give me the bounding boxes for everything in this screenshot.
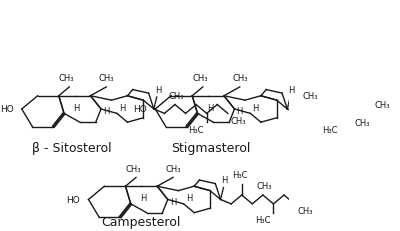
Text: CH₃: CH₃ <box>256 182 272 191</box>
Text: β - Sitosterol: β - Sitosterol <box>32 141 112 154</box>
Text: CH₃: CH₃ <box>230 116 246 125</box>
Text: H₃C: H₃C <box>232 170 248 179</box>
Text: CH₃: CH₃ <box>98 74 114 83</box>
Text: H₃C: H₃C <box>322 125 337 134</box>
Text: CH₃: CH₃ <box>126 164 141 173</box>
Text: HO: HO <box>0 105 14 114</box>
Text: HO: HO <box>133 105 147 114</box>
Text: HO: HO <box>66 195 80 204</box>
Text: CH₃: CH₃ <box>375 101 390 109</box>
Text: H₃C: H₃C <box>188 125 204 134</box>
Text: H: H <box>74 103 80 112</box>
Text: H: H <box>103 107 110 116</box>
Text: CH₃: CH₃ <box>169 91 184 100</box>
Text: H: H <box>222 176 228 185</box>
Text: Campesterol: Campesterol <box>102 215 181 228</box>
Text: H: H <box>186 193 192 202</box>
Text: H: H <box>155 86 161 94</box>
Text: H: H <box>140 193 147 202</box>
Text: H: H <box>252 103 259 112</box>
Text: CH₃: CH₃ <box>297 206 313 215</box>
Text: H: H <box>119 103 125 112</box>
Text: H: H <box>170 197 176 206</box>
Text: CH₃: CH₃ <box>192 74 208 83</box>
Text: H₃C: H₃C <box>255 215 271 224</box>
Text: H: H <box>207 103 213 112</box>
Text: CH₃: CH₃ <box>232 74 248 83</box>
Text: Stigmasterol: Stigmasterol <box>171 141 250 154</box>
Text: CH₃: CH₃ <box>302 91 318 100</box>
Text: H: H <box>236 107 243 116</box>
Text: CH₃: CH₃ <box>355 119 370 128</box>
Text: H: H <box>288 86 295 94</box>
Text: CH₃: CH₃ <box>165 164 181 173</box>
Text: CH₃: CH₃ <box>59 74 74 83</box>
